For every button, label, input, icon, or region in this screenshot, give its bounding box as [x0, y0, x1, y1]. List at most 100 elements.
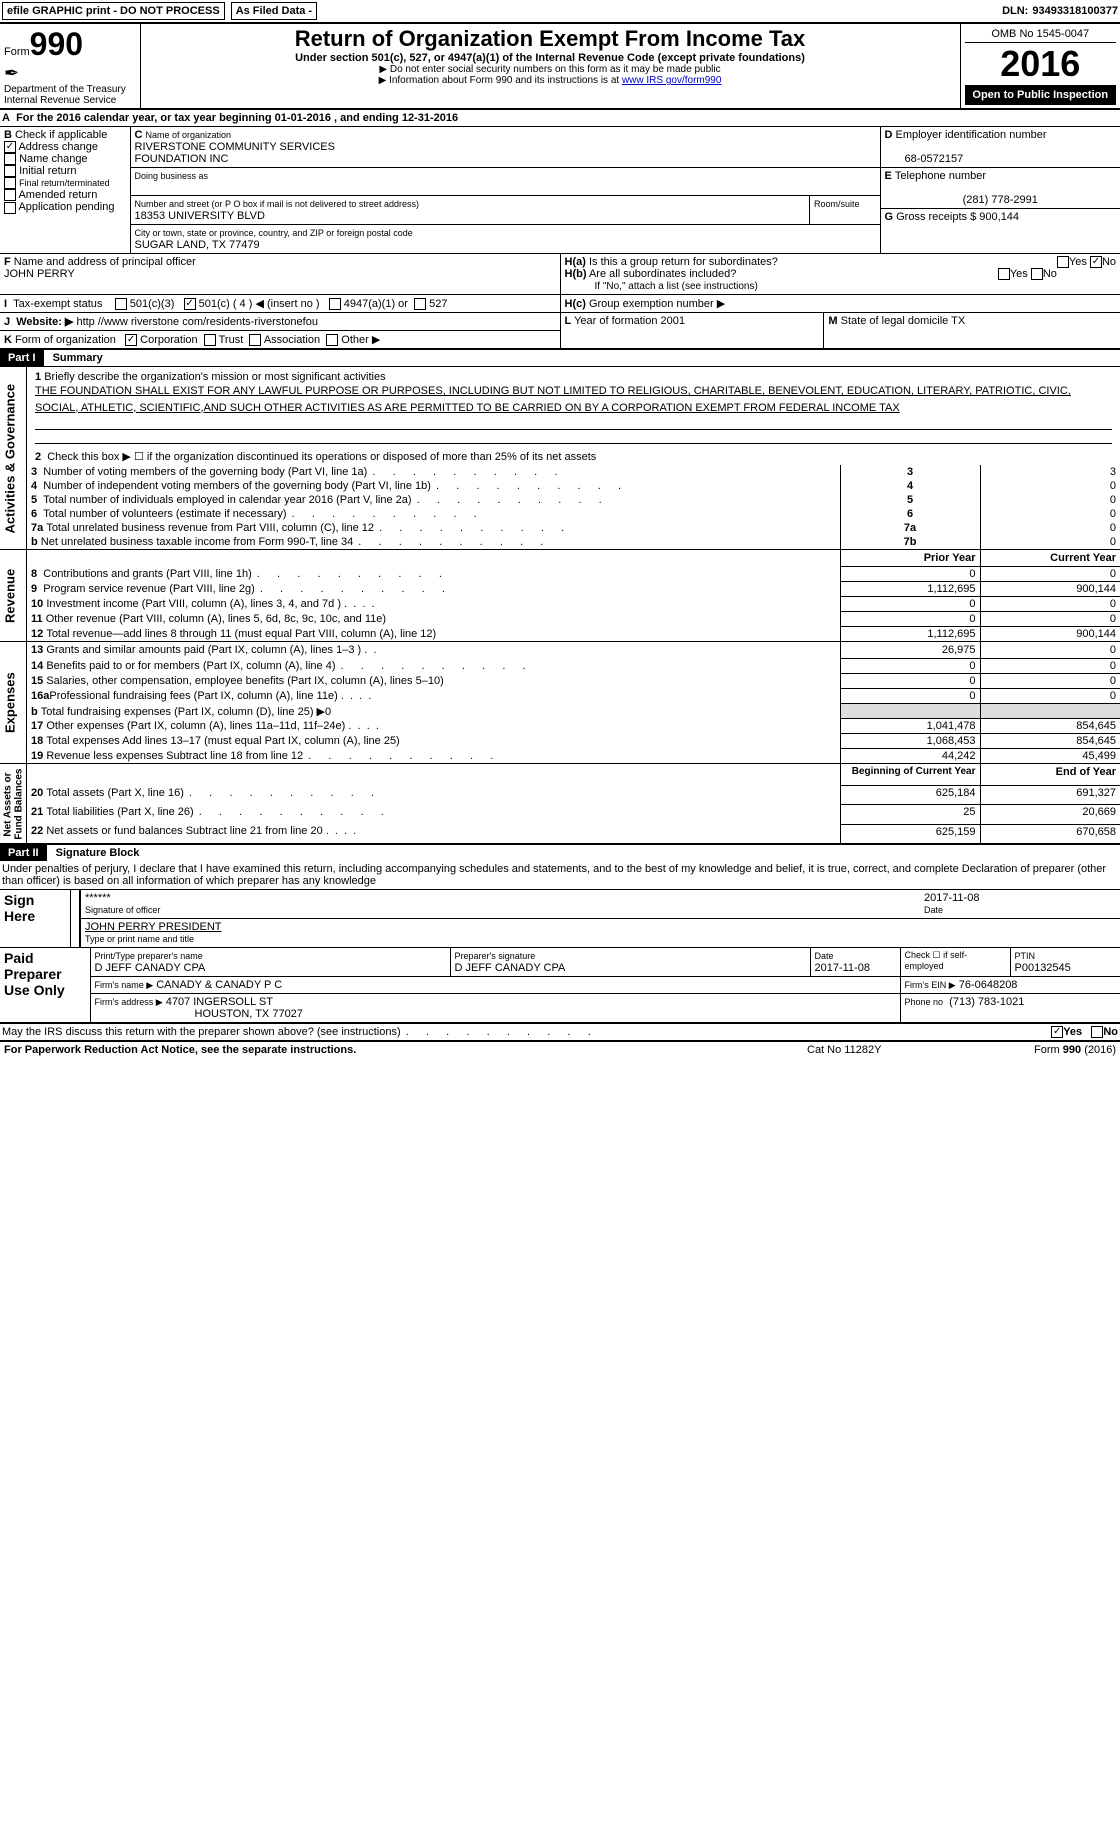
firm-phone: (713) 783-1021	[949, 996, 1024, 1008]
initial-return-cb[interactable]	[4, 165, 16, 177]
sig-date: 2017-11-08	[924, 892, 979, 904]
ein: 68-0572157	[905, 153, 964, 165]
entity-block: B Check if applicable ✓ Address change N…	[0, 127, 1120, 254]
gov-row: b Net unrelated business taxable income …	[0, 535, 1120, 550]
form-title: Return of Organization Exempt From Incom…	[145, 26, 956, 52]
j-k-block: J Website: ▶ http //www riverstone com/r…	[0, 313, 1120, 350]
expenses-label: Expenses	[0, 642, 27, 764]
part-ii-header: Part II Signature Block	[0, 845, 1120, 861]
footer: For Paperwork Reduction Act Notice, see …	[0, 1042, 1120, 1058]
final-return-cb[interactable]	[4, 177, 16, 189]
gov-row: 6 Total number of volunteers (estimate i…	[0, 507, 1120, 521]
corp-cb[interactable]: ✓	[125, 334, 137, 346]
dept-treasury: Department of the Treasury	[4, 84, 136, 95]
discuss-yes-cb[interactable]: ✓	[1051, 1026, 1063, 1038]
dln-value: 93493318100377	[1032, 5, 1118, 17]
line-a: A For the 2016 calendar year, or tax yea…	[0, 110, 1120, 127]
mission-text: THE FOUNDATION SHALL EXIST FOR ANY LAWFU…	[35, 383, 1112, 416]
form-sub1: Under section 501(c), 527, or 4947(a)(1)…	[145, 52, 956, 64]
preparer-date: 2017-11-08	[815, 962, 870, 974]
rev-row: 10 Investment income (Part VIII, column …	[0, 597, 1120, 612]
rev-row: 11 Other revenue (Part VIII, column (A),…	[0, 612, 1120, 627]
form-sub3: ▶ Information about Form 990 and its ins…	[379, 75, 622, 86]
paid-preparer-block: Paid Preparer Use Only Print/Type prepar…	[0, 948, 1120, 1024]
firm-name: CANADY & CANADY P C	[156, 979, 282, 991]
4947-cb[interactable]	[329, 298, 341, 310]
ptin: P00132545	[1015, 962, 1071, 974]
state-domicile: TX	[951, 315, 965, 327]
hb-yes-cb[interactable]	[998, 268, 1010, 280]
gov-row: 4 Number of independent voting members o…	[0, 479, 1120, 493]
form-instr-link[interactable]: www IRS gov/form990	[622, 75, 721, 86]
net-row: 22 Net assets or fund balances Subtract …	[0, 824, 1120, 844]
form-header: Form990 ✒ Department of the Treasury Int…	[0, 24, 1120, 110]
exp-row: 16aProfessional fundraising fees (Part I…	[0, 689, 1120, 704]
gov-row: 7a Total unrelated business revenue from…	[0, 521, 1120, 535]
street-address: 18353 UNIVERSITY BLVD	[135, 210, 265, 222]
city-state-zip: SUGAR LAND, TX 77479	[135, 239, 260, 251]
gov-row: 3 Number of voting members of the govern…	[0, 465, 1120, 479]
net-assets-label: Net Assets orFund Balances	[0, 764, 27, 845]
form-word: Form	[4, 46, 30, 58]
ha-yes-cb[interactable]	[1057, 256, 1069, 268]
firm-ein: 76-0648208	[959, 979, 1018, 991]
527-cb[interactable]	[414, 298, 426, 310]
part-i-header: Part I Summary	[0, 350, 1120, 367]
name-change-cb[interactable]	[4, 153, 16, 165]
revenue-label: Revenue	[0, 550, 27, 642]
as-filed-box: As Filed Data -	[231, 2, 317, 20]
ha-no-cb[interactable]: ✓	[1090, 256, 1102, 268]
org-name1: RIVERSTONE COMMUNITY SERVICES	[135, 141, 335, 153]
amended-cb[interactable]	[4, 189, 16, 201]
tax-year: 2016	[965, 43, 1117, 85]
gov-row: 5 Total number of individuals employed i…	[0, 493, 1120, 507]
part-i-body: Activities & Governance 1 Briefly descri…	[0, 367, 1120, 845]
hb-no-cb[interactable]	[1031, 268, 1043, 280]
year-formation: 2001	[661, 315, 685, 327]
firm-addr2: HOUSTON, TX 77027	[195, 1008, 303, 1020]
exp-row: 19 Revenue less expenses Subtract line 1…	[0, 749, 1120, 764]
form-footer: Form 990 (2016)	[931, 1042, 1120, 1058]
telephone: (281) 778-2991	[885, 194, 1117, 206]
form-sub2: ▶ Do not enter social security numbers o…	[145, 64, 956, 75]
efile-text: efile GRAPHIC print - DO NOT PROCESS	[2, 2, 225, 20]
exp-row: 14 Benefits paid to or for members (Part…	[0, 659, 1120, 674]
app-pending-cb[interactable]	[4, 202, 16, 214]
exp-row: 18 Total expenses Add lines 13–17 (must …	[0, 734, 1120, 749]
activities-governance-label: Activities & Governance	[0, 367, 27, 550]
net-row: 20 Total assets (Part X, line 16)625,184…	[0, 786, 1120, 805]
i-block: I Tax-exempt status 501(c)(3) ✓ 501(c) (…	[0, 295, 1120, 313]
form-number: 990	[30, 26, 83, 62]
dln-label: DLN:	[1002, 5, 1028, 17]
rev-row: 8 Contributions and grants (Part VIII, l…	[0, 567, 1120, 582]
assoc-cb[interactable]	[249, 334, 261, 346]
preparer-name: D JEFF CANADY CPA	[95, 962, 206, 974]
principal-officer: JOHN PERRY	[4, 268, 75, 280]
officer-name: JOHN PERRY PRESIDENT	[85, 921, 222, 933]
perjury-text: Under penalties of perjury, I declare th…	[0, 861, 1120, 890]
exp-row: 15 Salaries, other compensation, employe…	[0, 674, 1120, 689]
preparer-sig: D JEFF CANADY CPA	[455, 962, 566, 974]
net-row: 21 Total liabilities (Part X, line 26)25…	[0, 805, 1120, 824]
501c-cb[interactable]: ✓	[184, 298, 196, 310]
org-name2: FOUNDATION INC	[135, 153, 229, 165]
f-h-block: F Name and address of principal officer …	[0, 254, 1120, 295]
discuss-no-cb[interactable]	[1091, 1026, 1103, 1038]
efile-bar: efile GRAPHIC print - DO NOT PROCESS As …	[0, 0, 1120, 24]
501c3-cb[interactable]	[115, 298, 127, 310]
open-to-public: Open to Public Inspection	[965, 85, 1117, 105]
firm-addr1: 4707 INGERSOLL ST	[166, 996, 273, 1008]
trust-cb[interactable]	[204, 334, 216, 346]
irs: Internal Revenue Service	[4, 95, 136, 106]
sign-here-block: Sign Here ****** Signature of officer 20…	[0, 890, 1120, 948]
rev-row: 9 Program service revenue (Part VIII, li…	[0, 582, 1120, 597]
website: http //www riverstone com/residents-rive…	[76, 316, 317, 328]
omb-no: OMB No 1545-0047	[965, 26, 1117, 43]
gross-receipts: 900,144	[979, 211, 1019, 223]
exp-row: b Total fundraising expenses (Part IX, c…	[0, 704, 1120, 719]
exp-row: 17 Other expenses (Part IX, column (A), …	[0, 719, 1120, 734]
discuss-row: May the IRS discuss this return with the…	[0, 1024, 1120, 1042]
rev-row: 12 Total revenue—add lines 8 through 11 …	[0, 627, 1120, 642]
other-cb[interactable]	[326, 334, 338, 346]
addr-change-cb[interactable]: ✓	[4, 141, 16, 153]
